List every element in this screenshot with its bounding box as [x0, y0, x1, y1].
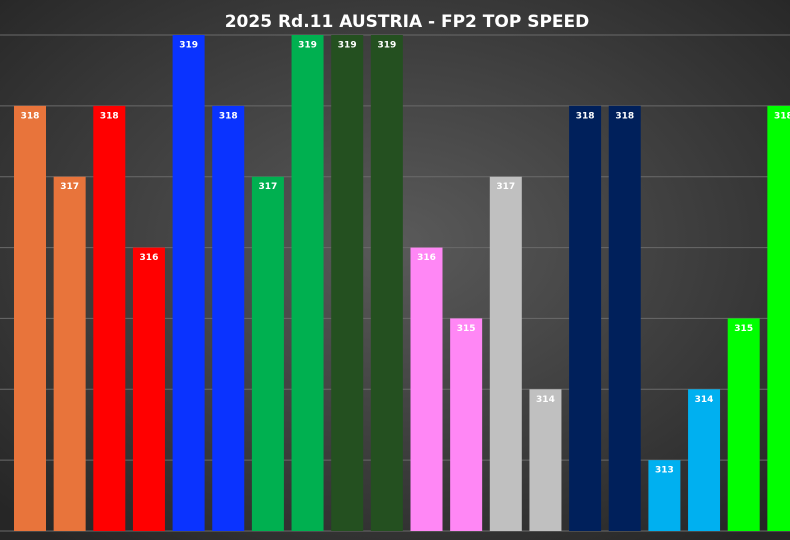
value-label: 314 [695, 395, 714, 405]
bar [212, 105, 245, 531]
value-label: 318 [774, 111, 790, 121]
bar [569, 105, 602, 531]
value-label: 315 [457, 324, 476, 334]
value-label: 318 [21, 111, 40, 121]
value-label: 313 [655, 466, 674, 476]
bar [53, 176, 86, 531]
value-label: 319 [179, 41, 198, 51]
bar [410, 247, 443, 532]
bar [132, 247, 165, 532]
bar [370, 35, 403, 531]
value-label: 318 [219, 111, 238, 121]
value-label: 316 [417, 253, 436, 263]
bar [727, 318, 760, 531]
value-label: 314 [536, 395, 555, 405]
value-label: 319 [298, 41, 317, 51]
bar [489, 176, 522, 531]
value-label: 318 [576, 111, 595, 121]
value-label: 319 [377, 41, 396, 51]
value-label: 316 [140, 253, 159, 263]
bar [450, 318, 483, 531]
value-label: 315 [734, 324, 753, 334]
value-label: 317 [259, 182, 278, 192]
bar [93, 105, 126, 531]
bar [14, 105, 46, 531]
bar [251, 176, 284, 531]
value-label: 317 [496, 182, 515, 192]
bar [648, 460, 681, 531]
bar [608, 105, 641, 531]
bar [529, 389, 562, 531]
bar [767, 105, 790, 531]
bar [331, 35, 364, 531]
value-label: 318 [615, 111, 634, 121]
value-label: 319 [338, 41, 357, 51]
value-label: 317 [60, 182, 79, 192]
chart-title: 2025 Rd.11 AUSTRIA - FP2 TOP SPEED [225, 12, 590, 32]
value-label: 318 [100, 111, 119, 121]
bar [172, 35, 205, 531]
bar [688, 389, 721, 531]
bar [291, 35, 324, 531]
